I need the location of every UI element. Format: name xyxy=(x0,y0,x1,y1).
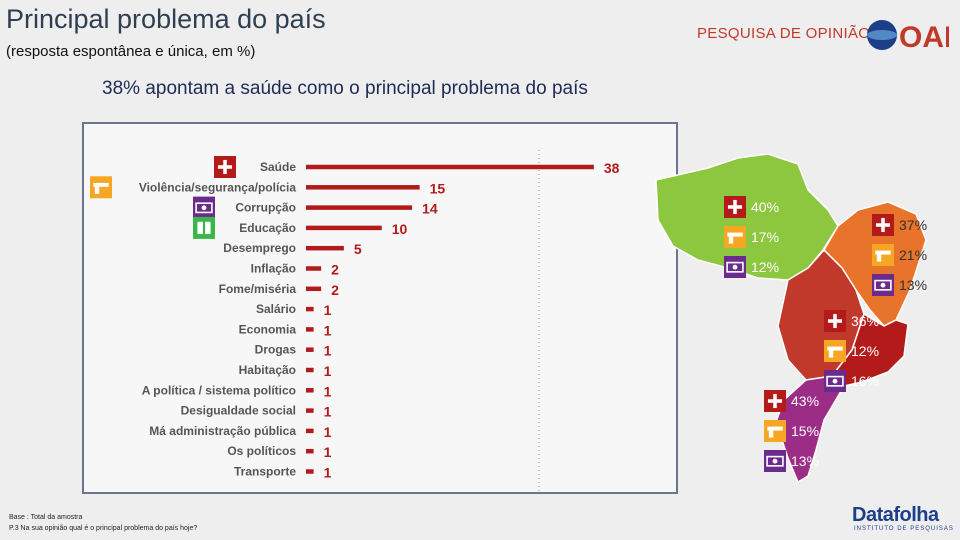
money-icon xyxy=(193,196,215,219)
category-label: Fome/miséria xyxy=(219,282,297,296)
gun-icon xyxy=(872,244,894,266)
region-value-label: 36% xyxy=(851,313,879,329)
category-label: Saúde xyxy=(260,160,296,174)
health-icon xyxy=(214,156,236,178)
bar-value-label: 5 xyxy=(354,241,362,257)
region-value-label: 37% xyxy=(899,217,927,233)
bar-value-label: 1 xyxy=(324,322,332,338)
book-icon xyxy=(193,216,215,239)
bar-chart: Saúde 38 Violência/segurança/polícia 15 Corr… xyxy=(82,122,678,494)
bar xyxy=(306,347,314,352)
region-value-label: 43% xyxy=(791,393,819,409)
category-label: Salário xyxy=(256,302,296,316)
category-label: Inflação xyxy=(251,262,296,276)
category-label: Educação xyxy=(239,221,296,235)
bar-value-label: 1 xyxy=(324,444,332,460)
bar xyxy=(306,286,322,292)
category-label: Economia xyxy=(239,322,297,336)
oab-brand: PESQUISA DE OPINIÃO OAB xyxy=(697,18,952,52)
bar xyxy=(306,469,314,474)
gun-icon xyxy=(724,226,746,248)
region-value-label: 12% xyxy=(851,343,879,359)
bar-value-label: 1 xyxy=(324,383,332,399)
category-label: Corrupção xyxy=(235,201,296,215)
gun-icon xyxy=(90,176,112,199)
bar-value-label: 1 xyxy=(324,363,332,379)
bar xyxy=(306,428,314,434)
oab-logo: OAB xyxy=(867,20,949,52)
region-value-label: 13% xyxy=(791,453,819,469)
page-title: Principal problema do país xyxy=(6,4,326,34)
category-label: Desemprego xyxy=(223,241,296,255)
bar-value-label: 1 xyxy=(324,302,332,318)
category-label: Violência/segurança/polícia xyxy=(139,180,297,194)
money-icon xyxy=(824,370,846,392)
page-subtitle: (resposta espontânea e única, em %) xyxy=(6,43,256,60)
bar-value-label: 38 xyxy=(604,160,620,176)
bar-value-label: 1 xyxy=(324,404,332,420)
bar-value-label: 2 xyxy=(331,282,339,298)
category-label: Transporte xyxy=(234,465,296,479)
bar-value-label: 2 xyxy=(331,262,339,278)
category-label: Os políticos xyxy=(227,444,296,458)
brand-logo-text: OAB xyxy=(899,21,949,52)
bar xyxy=(306,448,314,454)
region-value-label: 13% xyxy=(899,277,927,293)
bar xyxy=(306,388,314,393)
footnote-question: P.3 Na sua opinião qual é o principal pr… xyxy=(9,525,198,532)
brand-text: PESQUISA DE OPINIÃO xyxy=(697,25,871,42)
health-icon xyxy=(824,310,846,332)
money-icon xyxy=(724,256,746,278)
health-icon xyxy=(764,390,786,412)
bar xyxy=(306,205,413,210)
bar-value-label: 10 xyxy=(392,221,408,237)
datafolha-logo: Datafolha INSTITUTO DE PESQUISAS xyxy=(852,504,954,538)
datafolha-name: Datafolha xyxy=(852,504,939,526)
category-label: Drogas xyxy=(255,343,297,357)
brazil-regions-map: 40% 17% 12% 37% 21% 13% 36% 12% 16% 43% 15% 13% xyxy=(655,153,927,484)
category-label: Desigualdade social xyxy=(181,404,296,418)
health-icon xyxy=(872,214,894,236)
bar-value-label: 1 xyxy=(324,465,332,481)
category-label: Má administração pública xyxy=(149,424,296,438)
region-value-label: 16% xyxy=(851,373,879,389)
gun-icon xyxy=(764,420,786,442)
bar xyxy=(306,367,314,373)
bar xyxy=(306,327,314,332)
bar-value-label: 14 xyxy=(422,201,438,217)
bar-value-label: 1 xyxy=(324,343,332,359)
region-value-label: 21% xyxy=(899,247,927,263)
region-value-label: 40% xyxy=(751,199,779,215)
headline: 38% apontam a saúde como o principal pro… xyxy=(102,78,588,99)
category-label: A política / sistema político xyxy=(142,383,296,397)
bar xyxy=(306,408,314,413)
category-label: Habitação xyxy=(239,363,296,377)
bar xyxy=(306,306,314,312)
health-icon xyxy=(724,196,746,218)
bar-value-label: 1 xyxy=(324,424,332,440)
money-icon xyxy=(764,450,786,472)
bar-value-label: 15 xyxy=(430,180,446,196)
gun-icon xyxy=(824,340,846,362)
region-value-label: 12% xyxy=(751,259,779,275)
region-value-label: 17% xyxy=(751,229,779,245)
region-north xyxy=(655,153,839,281)
money-icon xyxy=(872,274,894,296)
bar xyxy=(306,266,322,271)
bar xyxy=(306,164,594,170)
bar xyxy=(306,225,382,231)
footnote-base: Base : Total da amostra xyxy=(9,514,83,521)
bar xyxy=(306,185,420,190)
datafolha-subtitle: INSTITUTO DE PESQUISAS xyxy=(854,526,954,532)
region-value-label: 15% xyxy=(791,423,819,439)
bar xyxy=(306,245,344,251)
